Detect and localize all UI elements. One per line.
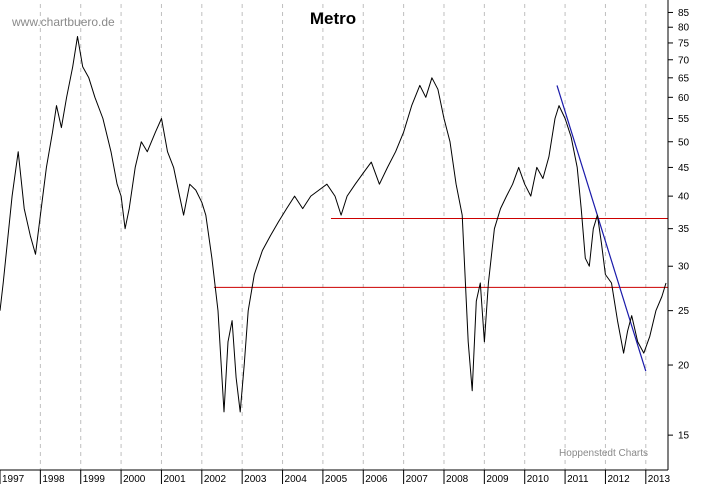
annotation-layer [213, 85, 668, 372]
x-tick-label: 2010 [527, 474, 550, 485]
y-tick-label: 70 [678, 55, 690, 66]
watermark: www.chartbuero.de [11, 15, 115, 29]
series-layer [0, 36, 667, 413]
x-tick-label: 2003 [244, 474, 267, 485]
y-tick-label: 50 [678, 137, 690, 148]
y-tick-label: 35 [678, 224, 690, 235]
chart-credit: Hoppenstedt Charts [559, 448, 648, 459]
y-tick-label: 85 [678, 8, 690, 19]
x-tick-label: 2008 [446, 474, 469, 485]
y-tick-label: 55 [678, 114, 690, 125]
chart-title: Metro [310, 9, 356, 28]
axis-layer: 15 20 25 30 35 40 45 50 55 60 65 70 75 80 85 1997 1998 19… [0, 0, 690, 485]
grid-layer [39, 4, 647, 470]
y-tick-label: 25 [678, 306, 690, 317]
x-tick-label: 1998 [42, 474, 65, 485]
x-tick-label: 1999 [83, 474, 106, 485]
x-tick-label: 1997 [2, 474, 25, 485]
price-series-line [0, 36, 667, 413]
x-tick-label: 2004 [285, 474, 308, 485]
y-tick-label: 45 [678, 163, 690, 174]
y-tick-label: 40 [678, 192, 690, 203]
y-tick-label: 75 [678, 38, 690, 49]
x-tick-label: 2013 [648, 474, 671, 485]
y-tick-label: 20 [678, 361, 690, 372]
x-tick-label: 2001 [163, 474, 186, 485]
y-tick-label: 60 [678, 93, 690, 104]
x-tick-label: 2005 [325, 474, 348, 485]
y-tick-label: 80 [678, 23, 690, 34]
x-tick-label: 2002 [204, 474, 227, 485]
x-tick-label: 2007 [406, 474, 429, 485]
x-tick-label: 2011 [567, 474, 589, 485]
x-tick-label: 2000 [123, 474, 146, 485]
x-tick-label: 2012 [607, 474, 630, 485]
x-tick-label: 2009 [486, 474, 509, 485]
downtrend-line [556, 85, 647, 372]
y-tick-label: 15 [678, 431, 690, 442]
y-tick-label: 65 [678, 73, 690, 84]
y-tick-label: 30 [678, 262, 690, 273]
x-tick-label: 2006 [365, 474, 388, 485]
